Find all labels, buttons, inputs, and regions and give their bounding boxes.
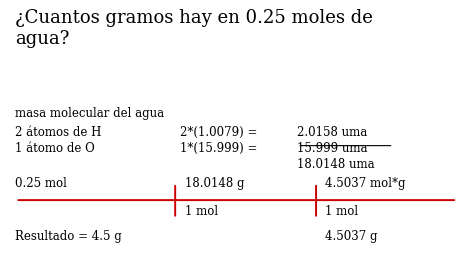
Text: 1 mol: 1 mol bbox=[184, 205, 218, 218]
Text: Resultado = 4.5 g: Resultado = 4.5 g bbox=[16, 230, 122, 243]
Text: 15.999 uma: 15.999 uma bbox=[297, 142, 368, 155]
Text: ¿Cuantos gramos hay en 0.25 moles de
agua?: ¿Cuantos gramos hay en 0.25 moles de agu… bbox=[16, 9, 374, 48]
Text: 18.0148 uma: 18.0148 uma bbox=[297, 158, 375, 171]
Text: 0.25 mol: 0.25 mol bbox=[16, 177, 67, 190]
Text: 4.5037 g: 4.5037 g bbox=[326, 230, 378, 243]
Text: 2*(1.0079) =: 2*(1.0079) = bbox=[180, 126, 257, 139]
Text: 1 átomo de O: 1 átomo de O bbox=[16, 142, 95, 155]
Text: 1*(15.999) =: 1*(15.999) = bbox=[180, 142, 257, 155]
Text: 2 átomos de H: 2 átomos de H bbox=[16, 126, 102, 139]
Text: masa molecular del agua: masa molecular del agua bbox=[16, 107, 164, 120]
Text: 4.5037 mol*g: 4.5037 mol*g bbox=[326, 177, 406, 190]
Text: 1 mol: 1 mol bbox=[326, 205, 359, 218]
Text: 18.0148 g: 18.0148 g bbox=[184, 177, 244, 190]
Text: 2.0158 uma: 2.0158 uma bbox=[297, 126, 367, 139]
